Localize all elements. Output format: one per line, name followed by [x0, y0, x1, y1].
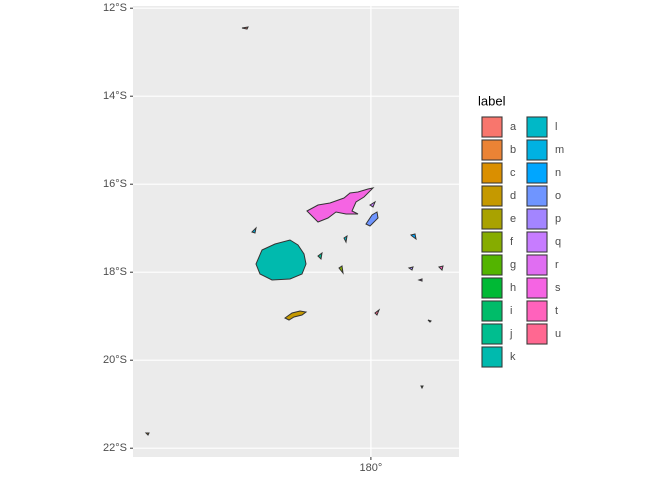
legend-swatch [481, 139, 503, 161]
island [365, 211, 379, 227]
y-tick-label: 12°S [103, 2, 127, 14]
legend-swatch [481, 254, 503, 276]
legend-swatch [526, 116, 548, 138]
legend-label: u [555, 328, 561, 340]
island [410, 233, 417, 241]
legend-label: s [555, 282, 561, 294]
legend-swatch [526, 139, 548, 161]
legend-label: j [509, 328, 512, 340]
y-tick-label: 18°S [103, 266, 127, 278]
island [144, 432, 150, 436]
legend-swatch [526, 185, 548, 207]
legend-swatch [481, 323, 503, 345]
island [369, 200, 377, 208]
island [251, 226, 257, 234]
island [306, 187, 375, 223]
panel [133, 6, 459, 457]
legend-swatch [481, 162, 503, 184]
x-tick-label: 180° [360, 462, 383, 474]
legend-label: r [555, 259, 559, 271]
legend-label: g [510, 259, 516, 271]
legend-swatch [481, 346, 503, 368]
legend-label: c [510, 167, 516, 179]
legend-swatch [526, 277, 548, 299]
legend-label: o [555, 190, 561, 202]
island [284, 310, 308, 321]
legend-swatch [526, 231, 548, 253]
legend-swatch [526, 323, 548, 345]
legend-label: a [510, 121, 517, 133]
legend-label: e [510, 213, 516, 225]
legend-swatch [526, 300, 548, 322]
y-tick-label: 14°S [103, 90, 127, 102]
y-tick-label: 20°S [103, 354, 127, 366]
legend-swatch [481, 208, 503, 230]
legend-swatch [526, 162, 548, 184]
legend-label: i [510, 305, 512, 317]
legend-label: n [555, 167, 561, 179]
legend-swatch [481, 300, 503, 322]
legend-swatch [481, 116, 503, 138]
legend-swatch [481, 277, 503, 299]
legend-label: f [510, 236, 514, 248]
y-tick-label: 22°S [103, 442, 127, 454]
legend-title: label [478, 93, 506, 108]
y-tick-label: 16°S [103, 178, 127, 190]
island [427, 319, 432, 323]
legend-label: t [555, 305, 558, 317]
island [374, 308, 381, 316]
legend-label: q [555, 236, 561, 248]
island [338, 265, 344, 275]
legend-label: m [555, 144, 564, 156]
legend-swatch [526, 254, 548, 276]
legend-label: b [510, 144, 516, 156]
legend-label: p [555, 213, 561, 225]
legend-swatch [481, 231, 503, 253]
legend-label: l [555, 121, 557, 133]
island [420, 385, 424, 390]
legend-label: k [510, 351, 516, 363]
legend-label: h [510, 282, 516, 294]
legend-swatch [481, 185, 503, 207]
island [417, 278, 423, 282]
legend-label: d [510, 190, 516, 202]
island [317, 251, 323, 261]
island [241, 26, 249, 30]
legend-swatch [526, 208, 548, 230]
island [438, 265, 444, 271]
island [343, 234, 348, 244]
island [407, 266, 414, 271]
island [255, 239, 307, 281]
